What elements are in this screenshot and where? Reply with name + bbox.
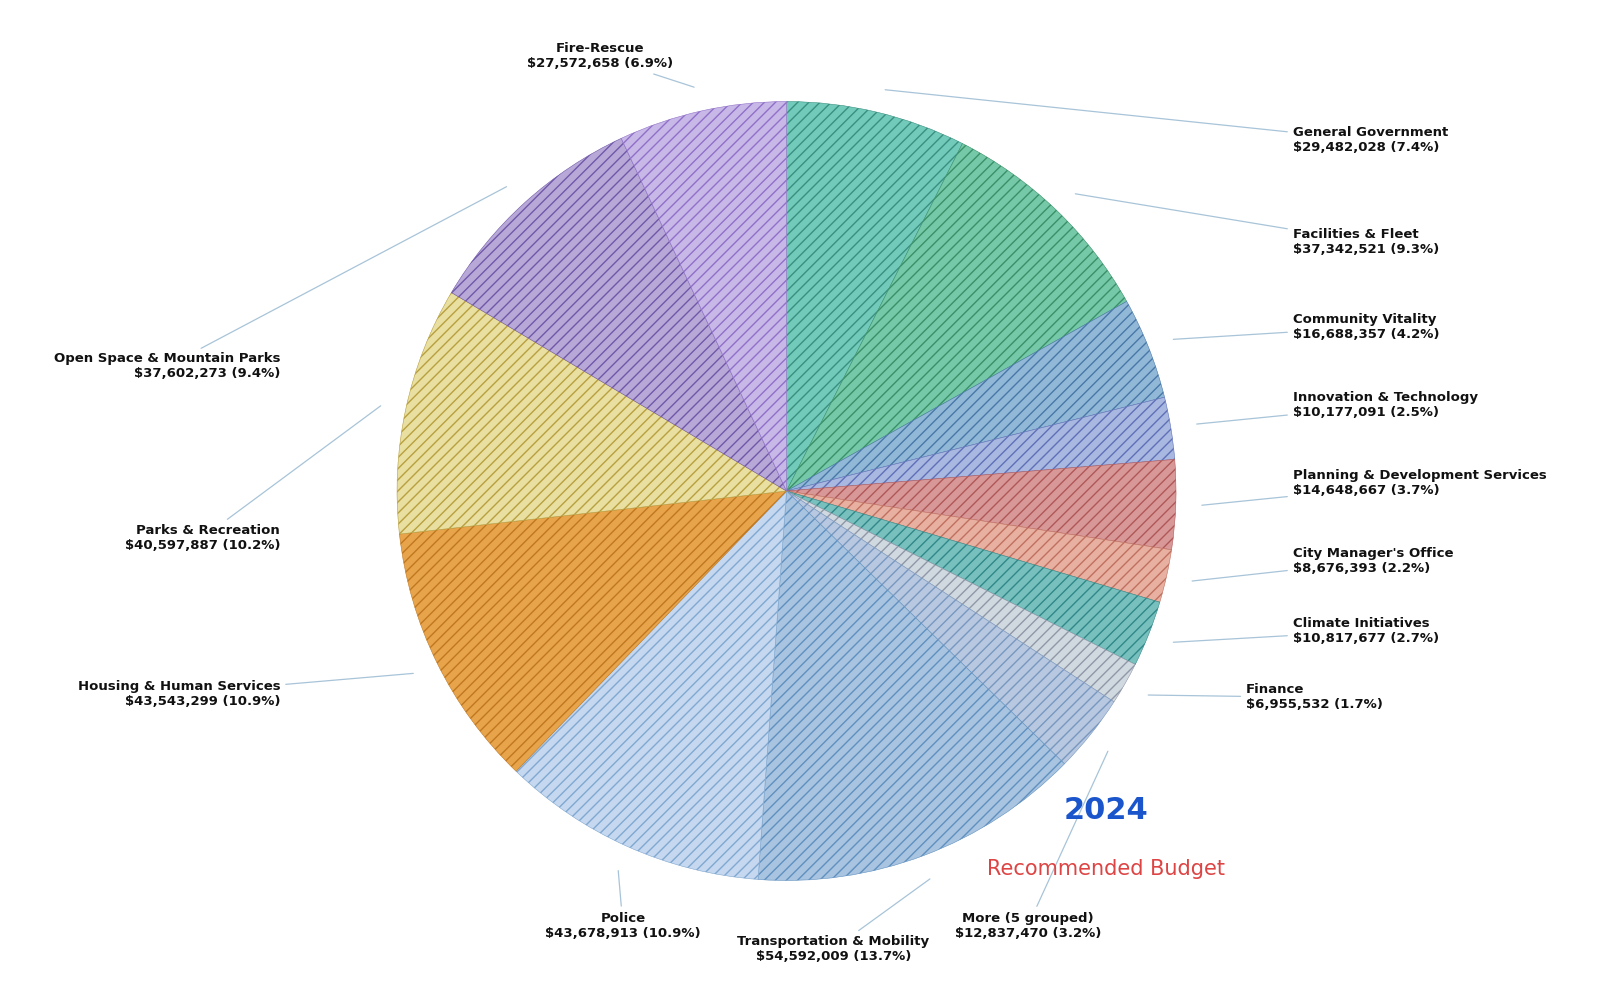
Text: Housing & Human Services
$43,543,299 (10.9%): Housing & Human Services $43,543,299 (10…	[77, 674, 413, 707]
Text: 2024: 2024	[1064, 795, 1149, 825]
Wedge shape	[621, 101, 787, 491]
Text: Recommended Budget: Recommended Budget	[987, 859, 1226, 879]
Wedge shape	[451, 138, 787, 491]
Text: Police
$43,678,913 (10.9%): Police $43,678,913 (10.9%)	[546, 871, 701, 940]
Wedge shape	[787, 491, 1114, 764]
Wedge shape	[758, 491, 1064, 881]
Text: Community Vitality
$16,688,357 (4.2%): Community Vitality $16,688,357 (4.2%)	[1173, 313, 1440, 342]
Text: Transportation & Mobility
$54,592,009 (13.7%): Transportation & Mobility $54,592,009 (1…	[738, 879, 930, 963]
Text: Innovation & Technology
$10,177,091 (2.5%): Innovation & Technology $10,177,091 (2.5…	[1197, 391, 1478, 424]
Wedge shape	[787, 143, 1126, 491]
Text: Fire-Rescue
$27,572,658 (6.9%): Fire-Rescue $27,572,658 (6.9%)	[526, 42, 694, 87]
Wedge shape	[787, 491, 1136, 702]
Text: More (5 grouped)
$12,837,470 (3.2%): More (5 grouped) $12,837,470 (3.2%)	[955, 751, 1107, 940]
Wedge shape	[787, 398, 1174, 491]
Text: City Manager's Office
$8,676,393 (2.2%): City Manager's Office $8,676,393 (2.2%)	[1192, 547, 1453, 581]
Wedge shape	[787, 491, 1160, 665]
Wedge shape	[787, 101, 963, 491]
Wedge shape	[787, 460, 1176, 550]
Text: Planning & Development Services
$14,648,667 (3.7%): Planning & Development Services $14,648,…	[1202, 469, 1547, 505]
Text: Parks & Recreation
$40,597,887 (10.2%): Parks & Recreation $40,597,887 (10.2%)	[125, 406, 381, 552]
Wedge shape	[400, 491, 787, 771]
Wedge shape	[787, 491, 1171, 602]
Text: Climate Initiatives
$10,817,677 (2.7%): Climate Initiatives $10,817,677 (2.7%)	[1173, 618, 1438, 645]
Text: Facilities & Fleet
$37,342,521 (9.3%): Facilities & Fleet $37,342,521 (9.3%)	[1075, 193, 1438, 255]
Wedge shape	[397, 293, 787, 534]
Wedge shape	[517, 491, 787, 880]
Text: General Government
$29,482,028 (7.4%): General Government $29,482,028 (7.4%)	[885, 89, 1448, 154]
Text: Open Space & Mountain Parks
$37,602,273 (9.4%): Open Space & Mountain Parks $37,602,273 …	[54, 187, 507, 380]
Wedge shape	[787, 301, 1165, 491]
Text: Finance
$6,955,532 (1.7%): Finance $6,955,532 (1.7%)	[1149, 683, 1382, 711]
